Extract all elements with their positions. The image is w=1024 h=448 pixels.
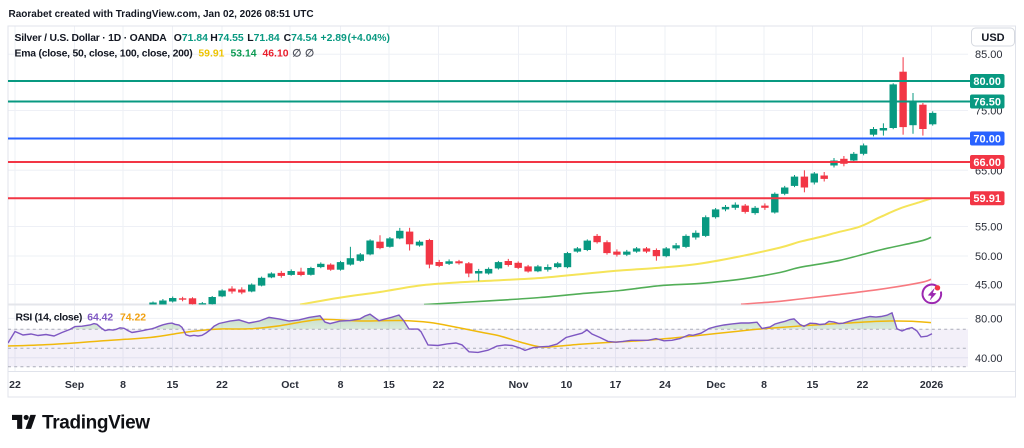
- svg-text:22: 22: [857, 379, 869, 391]
- svg-text:80.00: 80.00: [975, 313, 1003, 325]
- svg-text:45.00: 45.00: [975, 280, 1003, 292]
- svg-text:Sep: Sep: [65, 379, 84, 391]
- svg-text:15: 15: [807, 379, 819, 391]
- svg-text:85.00: 85.00: [975, 49, 1003, 61]
- svg-text:Ema (close, 50, close, 100, cl: Ema (close, 50, close, 100, close, 200) 5…: [15, 49, 315, 60]
- svg-text:22: 22: [433, 379, 445, 391]
- svg-text:66.00: 66.00: [973, 157, 1001, 169]
- svg-text:17: 17: [610, 379, 622, 391]
- svg-text:TradingView: TradingView: [42, 413, 150, 434]
- svg-text:76.50: 76.50: [973, 97, 1001, 109]
- svg-text:8: 8: [761, 379, 767, 391]
- svg-text:Oct: Oct: [281, 379, 299, 391]
- svg-text:22: 22: [216, 379, 228, 391]
- svg-text:55.00: 55.00: [975, 222, 1003, 234]
- svg-text:24: 24: [659, 379, 671, 391]
- svg-text:Raorabet created with TradingV: Raorabet created with TradingView.com, J…: [9, 9, 314, 20]
- svg-text:15: 15: [383, 379, 395, 391]
- svg-text:22: 22: [9, 379, 21, 391]
- svg-text:70.00: 70.00: [973, 134, 1001, 146]
- svg-text:8: 8: [338, 379, 344, 391]
- svg-text:Nov: Nov: [509, 379, 529, 391]
- svg-text:50.00: 50.00: [975, 251, 1003, 263]
- svg-text:Dec: Dec: [706, 379, 725, 391]
- svg-text:59.91: 59.91: [973, 193, 1001, 205]
- svg-text:10: 10: [561, 379, 573, 391]
- svg-text:15: 15: [167, 379, 179, 391]
- svg-text:USD: USD: [981, 32, 1004, 44]
- svg-text:40.00: 40.00: [975, 353, 1003, 365]
- svg-text:8: 8: [120, 379, 126, 391]
- svg-text:2026: 2026: [920, 379, 944, 391]
- svg-text:Silver / U.S. Dollar · 1D · OA: Silver / U.S. Dollar · 1D · OANDA O71.84 H…: [15, 33, 390, 44]
- svg-text:80.00: 80.00: [973, 76, 1001, 88]
